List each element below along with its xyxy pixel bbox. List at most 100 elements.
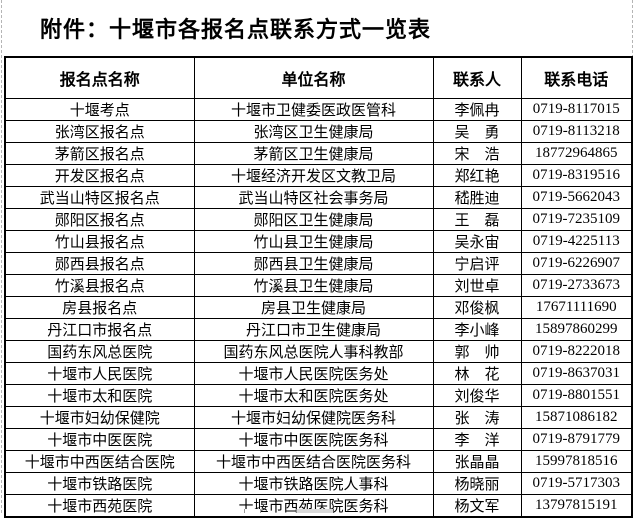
page-break-fragment bbox=[296, 509, 334, 513]
cell-contact-person: 邓俊枫 bbox=[432, 295, 522, 319]
cell-point-name: 国药东风总医院 bbox=[4, 339, 195, 363]
table-row: 十堰市人民医院 十堰市人民医院医务处 林 花 0719-8637031 bbox=[4, 361, 633, 385]
cell-contact-phone: 17671111690 bbox=[520, 295, 633, 319]
cell-point-name: 茅箭区报名点 bbox=[4, 141, 195, 165]
cell-unit-name: 十堰市中医医院医务科 bbox=[193, 427, 434, 451]
table-row: 十堰市中西医结合医院 十堰市中西医结合医院医务科 张晶晶 15997818516 bbox=[4, 449, 633, 473]
table-row: 十堰考点 十堰市卫健委医政医管科 李佩冉 0719-8117015 bbox=[4, 97, 633, 121]
cell-contact-phone: 0719-8801551 bbox=[520, 383, 633, 407]
cell-point-name: 张湾区报名点 bbox=[4, 119, 195, 143]
cell-unit-name: 丹江口市卫生健康局 bbox=[193, 317, 434, 341]
page-break-fragment bbox=[244, 509, 261, 513]
cell-unit-name: 十堰经济开发区文教卫局 bbox=[193, 163, 434, 187]
cell-point-name: 郧西县报名点 bbox=[4, 251, 195, 275]
cell-contact-phone: 15871086182 bbox=[520, 405, 633, 429]
cell-contact-person: 宋 浩 bbox=[432, 141, 522, 165]
cell-contact-person: 吴 勇 bbox=[432, 119, 522, 143]
cell-unit-name: 十堰市铁路医院人事科 bbox=[193, 471, 434, 495]
cell-point-name: 开发区报名点 bbox=[4, 163, 195, 187]
cell-unit-name: 茅箭区卫生健康局 bbox=[193, 141, 434, 165]
cell-unit-name: 十堰市卫健委医政医管科 bbox=[193, 97, 434, 121]
column-header-registration-point: 报名点名称 bbox=[4, 56, 195, 99]
cell-point-name: 十堰市人民医院 bbox=[4, 361, 195, 385]
table-row: 十堰市铁路医院 十堰市铁路医院人事科 杨晓丽 0719-5717303 bbox=[4, 471, 633, 495]
table-row: 茅箭区报名点 茅箭区卫生健康局 宋 浩 18772964865 bbox=[4, 141, 633, 165]
table-row: 十堰市西苑医院 十堰市西苑医院医务科 杨文军 13797815191 bbox=[4, 493, 633, 517]
cell-point-name: 十堰考点 bbox=[4, 97, 195, 121]
cell-contact-phone: 15997818516 bbox=[520, 449, 633, 473]
column-header-contact-person: 联系人 bbox=[432, 56, 522, 99]
table-row: 竹山县报名点 竹山县卫生健康局 吴永宙 0719-4225113 bbox=[4, 229, 633, 253]
cell-unit-name: 十堰市人民医院医务处 bbox=[193, 361, 434, 385]
cell-contact-phone: 0719-5662043 bbox=[520, 185, 633, 209]
cell-contact-phone: 0719-4225113 bbox=[520, 229, 633, 253]
cell-contact-phone: 18772964865 bbox=[520, 141, 633, 165]
cell-point-name: 武当山特区报名点 bbox=[4, 185, 195, 209]
cell-unit-name: 张湾区卫生健康局 bbox=[193, 119, 434, 143]
cell-unit-name: 竹山县卫生健康局 bbox=[193, 229, 434, 253]
cell-contact-person: 郑红艳 bbox=[432, 163, 522, 187]
cell-point-name: 房县报名点 bbox=[4, 295, 195, 319]
cell-contact-person: 嵇胜迪 bbox=[432, 185, 522, 209]
cell-unit-name: 郧阳区卫生健康局 bbox=[193, 207, 434, 231]
table-row: 武当山特区报名点 武当山特区社会事务局 嵇胜迪 0719-5662043 bbox=[4, 185, 633, 209]
table-row: 郧西县报名点 郧西县卫生健康局 宁启评 0719-6226907 bbox=[4, 251, 633, 275]
cell-contact-person: 李 洋 bbox=[432, 427, 522, 451]
cell-contact-phone: 0719-5717303 bbox=[520, 471, 633, 495]
cell-contact-phone: 0719-8113218 bbox=[520, 119, 633, 143]
cell-contact-person: 张晶晶 bbox=[432, 449, 522, 473]
cell-contact-phone: 0719-8117015 bbox=[520, 97, 633, 121]
page-title: 附件：十堰市各报名点联系方式一览表 bbox=[40, 17, 432, 42]
column-header-unit-name: 单位名称 bbox=[193, 56, 434, 99]
cell-unit-name: 十堰市西苑医院医务科 bbox=[193, 493, 434, 517]
cell-point-name: 竹溪县报名点 bbox=[4, 273, 195, 297]
cell-contact-person: 吴永宙 bbox=[432, 229, 522, 253]
table-row: 开发区报名点 十堰经济开发区文教卫局 郑红艳 0719-8319516 bbox=[4, 163, 633, 187]
cell-point-name: 十堰市太和医院 bbox=[4, 383, 195, 407]
cell-contact-person: 李小峰 bbox=[432, 317, 522, 341]
cell-contact-person: 郭 帅 bbox=[432, 339, 522, 363]
cell-unit-name: 竹溪县卫生健康局 bbox=[193, 273, 434, 297]
contact-table: 报名点名称 单位名称 联系人 联系电话 十堰考点 十堰市卫健委医政医管科 李佩冉… bbox=[4, 56, 633, 518]
cell-contact-phone: 0719-7235109 bbox=[520, 207, 633, 231]
cell-contact-phone: 0719-8637031 bbox=[520, 361, 633, 385]
table-row: 竹溪县报名点 竹溪县卫生健康局 刘世卓 0719-2733673 bbox=[4, 273, 633, 297]
table-row: 张湾区报名点 张湾区卫生健康局 吴 勇 0719-8113218 bbox=[4, 119, 633, 143]
cell-unit-name: 房县卫生健康局 bbox=[193, 295, 434, 319]
cell-point-name: 郧阳区报名点 bbox=[4, 207, 195, 231]
cell-contact-person: 王 磊 bbox=[432, 207, 522, 231]
table-row: 国药东风总医院 国药东风总医院人事科教部 郭 帅 0719-8222018 bbox=[4, 339, 633, 363]
cell-contact-person: 宁启评 bbox=[432, 251, 522, 275]
cell-contact-phone: 15897860299 bbox=[520, 317, 633, 341]
cell-contact-person: 杨晓丽 bbox=[432, 471, 522, 495]
cell-unit-name: 郧西县卫生健康局 bbox=[193, 251, 434, 275]
cell-point-name: 竹山县报名点 bbox=[4, 229, 195, 253]
cell-point-name: 丹江口市报名点 bbox=[4, 317, 195, 341]
cell-contact-person: 张 涛 bbox=[432, 405, 522, 429]
cell-unit-name: 十堰市妇幼保健院医务科 bbox=[193, 405, 434, 429]
cell-contact-phone: 0719-6226907 bbox=[520, 251, 633, 275]
table-row: 丹江口市报名点 丹江口市卫生健康局 李小峰 15897860299 bbox=[4, 317, 633, 341]
cell-contact-phone: 13797815191 bbox=[520, 493, 633, 517]
cell-point-name: 十堰市妇幼保健院 bbox=[4, 405, 195, 429]
cell-contact-person: 刘俊华 bbox=[432, 383, 522, 407]
table-row: 郧阳区报名点 郧阳区卫生健康局 王 磊 0719-7235109 bbox=[4, 207, 633, 231]
cell-contact-person: 李佩冉 bbox=[432, 97, 522, 121]
cell-unit-name: 十堰市太和医院医务处 bbox=[193, 383, 434, 407]
cell-point-name: 十堰市铁路医院 bbox=[4, 471, 195, 495]
table-header-row: 报名点名称 单位名称 联系人 联系电话 bbox=[4, 56, 633, 99]
cell-point-name: 十堰市中西医结合医院 bbox=[4, 449, 195, 473]
cell-point-name: 十堰市中医医院 bbox=[4, 427, 195, 451]
cell-unit-name: 国药东风总医院人事科教部 bbox=[193, 339, 434, 363]
cell-unit-name: 武当山特区社会事务局 bbox=[193, 185, 434, 209]
table-row: 十堰市妇幼保健院 十堰市妇幼保健院医务科 张 涛 15871086182 bbox=[4, 405, 633, 429]
table-row: 房县报名点 房县卫生健康局 邓俊枫 17671111690 bbox=[4, 295, 633, 319]
cell-unit-name: 十堰市中西医结合医院医务科 bbox=[193, 449, 434, 473]
column-header-contact-phone: 联系电话 bbox=[520, 56, 633, 99]
cell-contact-phone: 0719-8222018 bbox=[520, 339, 633, 363]
cell-contact-person: 刘世卓 bbox=[432, 273, 522, 297]
cell-contact-phone: 0719-8319516 bbox=[520, 163, 633, 187]
cell-point-name: 十堰市西苑医院 bbox=[4, 493, 195, 517]
cell-contact-phone: 0719-2733673 bbox=[520, 273, 633, 297]
table-row: 十堰市中医医院 十堰市中医医院医务科 李 洋 0719-8791779 bbox=[4, 427, 633, 451]
